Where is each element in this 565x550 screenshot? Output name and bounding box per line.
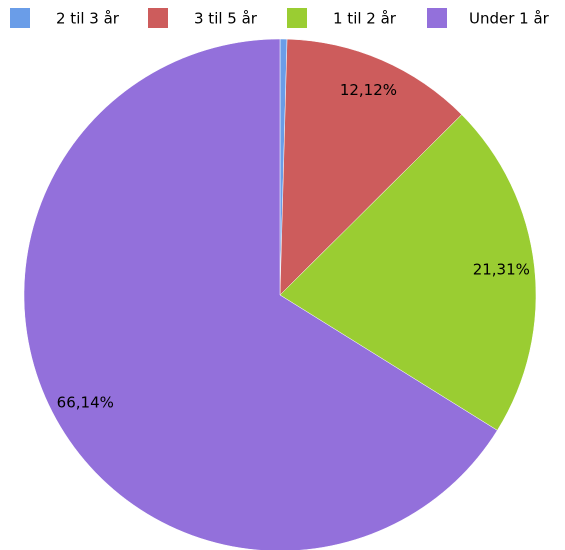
legend-swatch xyxy=(427,8,447,28)
data-label: 12,12% xyxy=(340,81,397,99)
data-label: 21,31% xyxy=(473,261,530,279)
pie-slice xyxy=(279,114,537,431)
legend-label: Under 1 år xyxy=(469,10,550,28)
legend-swatch xyxy=(287,8,307,28)
legend-label: 3 til 5 år xyxy=(194,10,258,28)
legend-label: 1 til 2 år xyxy=(333,10,397,28)
legend-swatch xyxy=(10,8,30,28)
legend-label: 2 til 3 år xyxy=(56,10,120,28)
pie-slice xyxy=(279,38,463,296)
pie-slice xyxy=(23,38,498,550)
data-label: 66,14% xyxy=(57,394,114,412)
legend-swatch xyxy=(148,8,168,28)
